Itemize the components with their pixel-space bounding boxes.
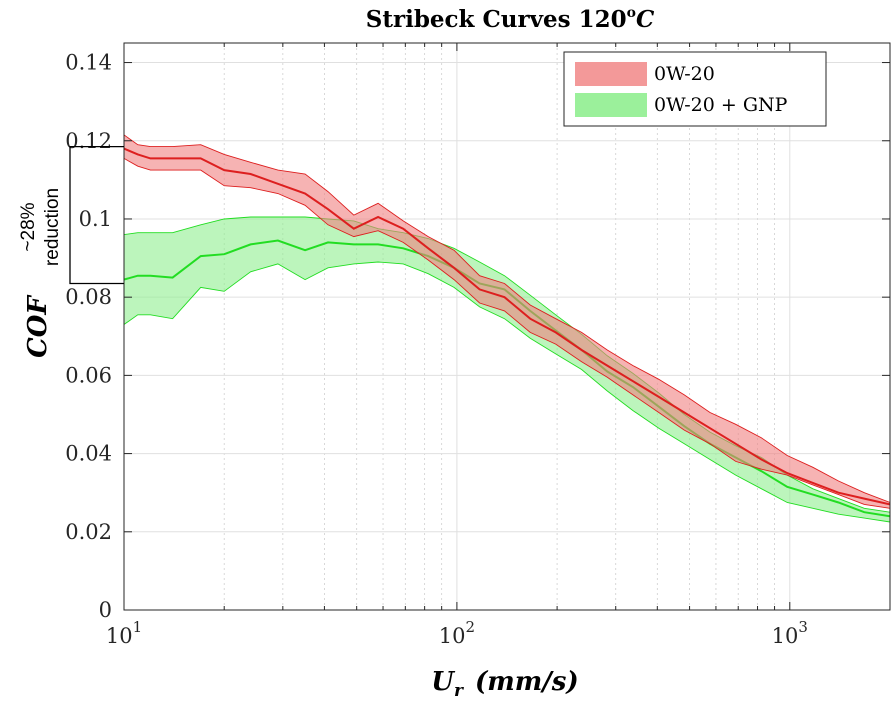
y-tick-label: 0.06 — [65, 363, 112, 387]
mean-line-0w20 — [123, 147, 891, 506]
y-tick-label: 0.02 — [65, 520, 112, 544]
y-axis-label: COF — [23, 295, 53, 358]
y-tick-labels: 0 0.02 0.04 0.06 0.08 0.1 0.12 0.14 — [65, 51, 112, 622]
x-tick-label: 102 — [439, 618, 475, 648]
y-tick-label: 0.12 — [65, 129, 112, 153]
legend-label-0w20: 0W-20 — [654, 63, 715, 85]
reduction-bracket — [69, 145, 124, 285]
legend-label-0w20-gnp: 0W-20 + GNP — [654, 94, 788, 116]
legend: 0W-20 0W-20 + GNP — [563, 51, 827, 127]
x-tick-label: 101 — [106, 618, 142, 648]
x-tick-labels: 101 102 103 — [106, 618, 808, 648]
reduction-annotation: ~28% reduction — [18, 145, 124, 285]
axes-box — [123, 42, 891, 611]
legend-swatch-0w20 — [575, 62, 647, 86]
tick-marks — [123, 43, 891, 611]
x-tick-label: 103 — [772, 618, 808, 648]
y-tick-label: 0.08 — [65, 285, 112, 309]
plot-area — [124, 43, 890, 610]
legend-swatch-0w20-gnp — [575, 93, 647, 117]
y-tick-label: 0.14 — [65, 51, 112, 75]
reduction-percent: ~28% — [18, 202, 39, 251]
reduction-label: reduction — [42, 188, 63, 266]
y-tick-label: 0.04 — [65, 442, 112, 466]
y-tick-label: 0 — [99, 598, 112, 622]
x-axis-label: Ur (mm/s) — [431, 667, 578, 701]
y-tick-label: 0.1 — [79, 207, 112, 231]
chart-title: Stribeck Curves 120oC — [366, 5, 655, 33]
